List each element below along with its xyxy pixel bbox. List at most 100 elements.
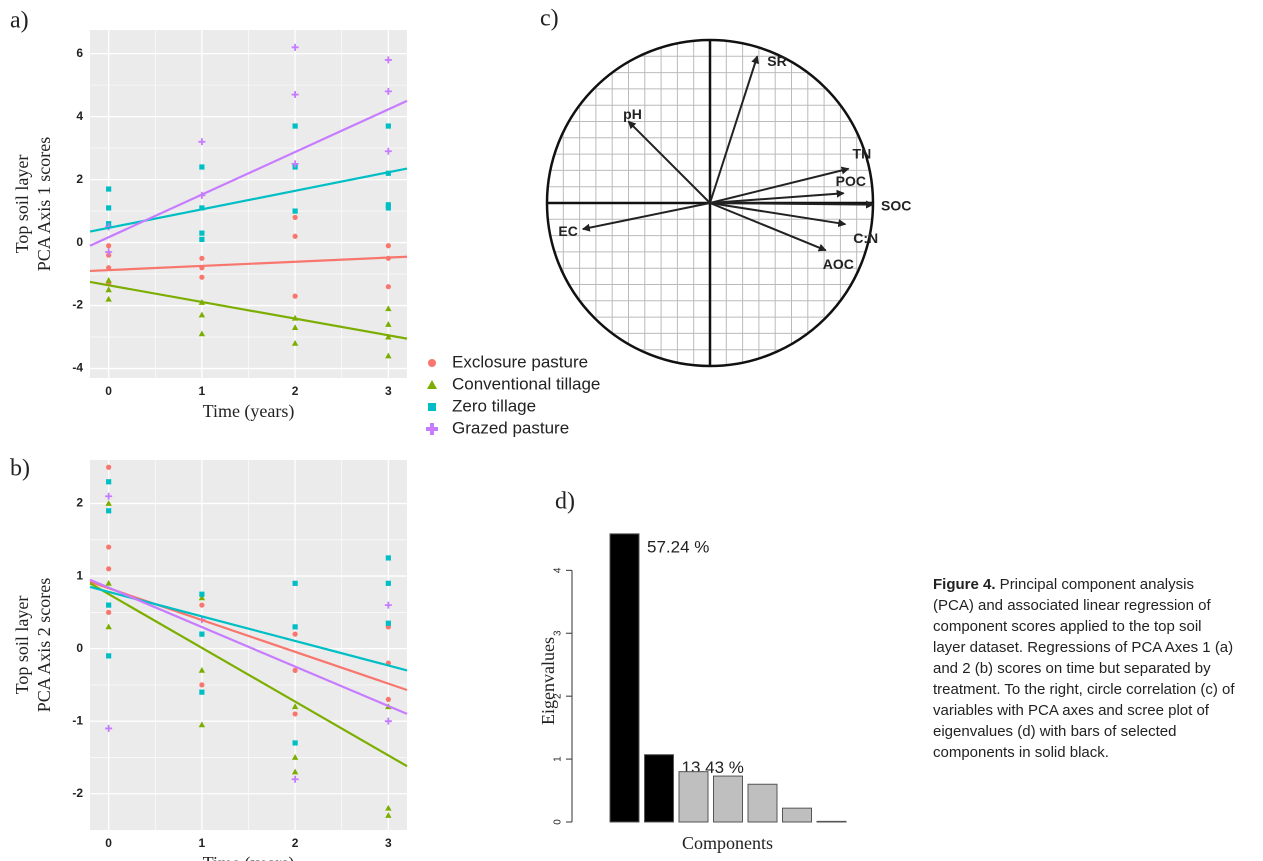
point <box>384 56 392 64</box>
point <box>292 740 298 746</box>
y-tick-label: 2 <box>76 172 83 186</box>
x-axis-label: Time (years) <box>203 853 295 861</box>
legend-key <box>428 403 436 411</box>
x-tick-label: 2 <box>292 384 299 398</box>
fit-line <box>89 582 408 768</box>
y-tick-label: 0 <box>76 641 83 655</box>
point <box>292 624 298 630</box>
loading-arrow <box>627 120 711 204</box>
y-axis-label: PCA Axis 2 scores <box>34 578 54 713</box>
point <box>105 500 112 506</box>
point <box>291 43 299 51</box>
x-tick-label: 0 <box>105 384 112 398</box>
point <box>105 286 112 293</box>
point <box>385 352 392 359</box>
x-tick-label: 3 <box>385 384 392 398</box>
point <box>105 724 113 732</box>
point <box>385 305 392 312</box>
panel-label: a) <box>10 8 29 34</box>
bar <box>747 783 778 823</box>
loading-arrow <box>709 202 827 252</box>
panel-label: c) <box>540 6 559 32</box>
legend-label: Exclosure pasture <box>452 352 588 371</box>
point <box>384 87 392 95</box>
point <box>199 631 205 637</box>
y-tick-label: 3 <box>553 630 564 636</box>
point <box>384 601 392 609</box>
point <box>105 623 112 630</box>
variable-label: POC <box>836 173 866 189</box>
x-tick-label: 1 <box>199 384 206 398</box>
point <box>105 579 112 586</box>
variable-label: EC <box>558 223 577 239</box>
point <box>198 311 206 318</box>
point <box>291 703 299 710</box>
x-tick-label: 1 <box>199 836 206 850</box>
point <box>385 555 391 561</box>
x-tick-label: 2 <box>292 836 299 850</box>
legend-key <box>427 380 437 389</box>
y-tick-label: 4 <box>76 109 83 123</box>
loading-arrow <box>709 55 759 204</box>
point <box>106 602 112 608</box>
point <box>384 147 392 155</box>
point <box>292 293 298 299</box>
point <box>385 333 392 340</box>
y-axis-label: Top soil layer <box>12 155 32 254</box>
y-tick-label: 0 <box>76 235 83 249</box>
point <box>291 775 299 783</box>
bar <box>609 533 640 823</box>
point <box>291 754 299 760</box>
point <box>199 274 205 280</box>
point <box>385 620 391 626</box>
y-axis-label: Top soil layer <box>12 596 32 695</box>
bar <box>782 807 812 823</box>
legend-label: Zero tillage <box>452 396 536 415</box>
point <box>292 667 298 673</box>
point <box>291 339 299 346</box>
fit-line <box>89 99 408 247</box>
point <box>199 689 205 695</box>
point <box>198 721 206 728</box>
point <box>106 508 112 514</box>
point <box>292 233 298 239</box>
point <box>385 284 391 290</box>
y-tick-label: -2 <box>72 786 83 800</box>
bar <box>644 754 674 823</box>
y-tick-label: 1 <box>76 568 83 582</box>
variable-label: SOC <box>881 197 911 213</box>
point <box>199 591 205 597</box>
point <box>199 255 205 261</box>
point <box>385 804 392 811</box>
point <box>385 202 391 208</box>
point <box>105 248 113 256</box>
point <box>385 205 391 211</box>
variable-label: AOC <box>823 256 854 272</box>
y-axis-label: Eigenvalues <box>538 637 558 725</box>
caption-label: Figure 4. <box>933 576 996 593</box>
point <box>199 230 205 236</box>
point <box>291 91 299 99</box>
legend-key <box>426 423 438 435</box>
point <box>106 609 112 615</box>
loading-arrow <box>709 166 850 204</box>
bar <box>816 820 847 823</box>
variable-label: pH <box>623 106 642 122</box>
point <box>198 594 206 601</box>
point <box>292 711 298 717</box>
point <box>198 666 206 673</box>
bar <box>713 775 743 823</box>
point <box>105 276 112 283</box>
loading-arrow <box>709 189 845 204</box>
point <box>106 243 112 249</box>
variable-label: TN <box>853 145 872 161</box>
point <box>291 324 299 331</box>
y-tick-label: 0 <box>553 819 564 825</box>
point <box>384 717 392 725</box>
loading-arrow <box>581 202 711 232</box>
point <box>385 123 391 129</box>
panel-label: d) <box>555 489 575 515</box>
fit-line <box>89 585 408 672</box>
